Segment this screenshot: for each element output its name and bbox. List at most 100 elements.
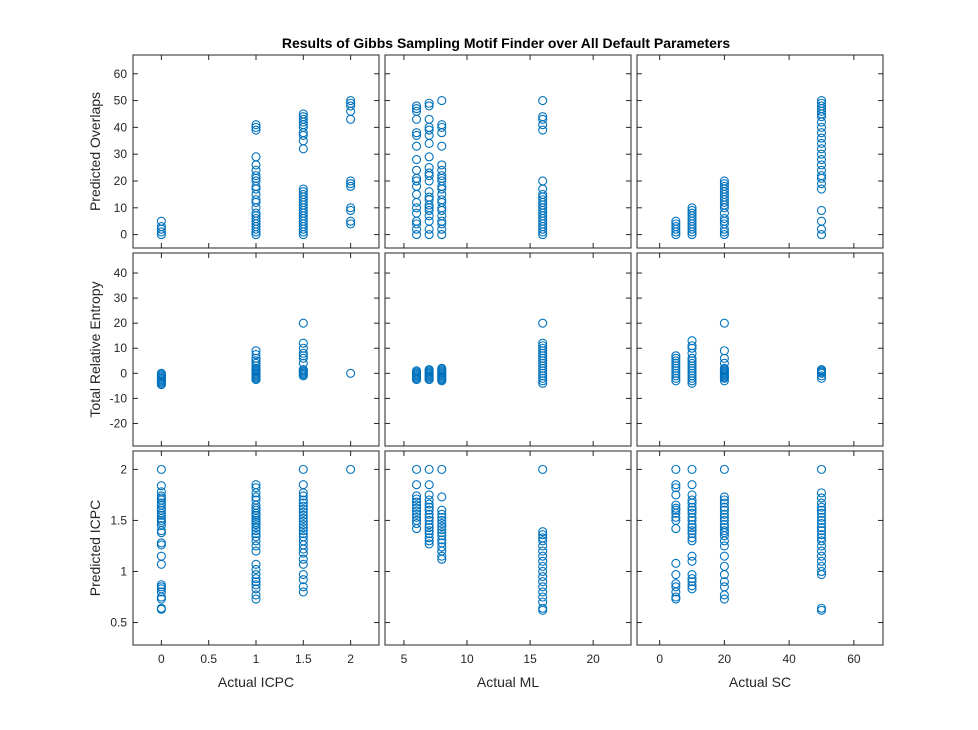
- scatter-point: [719, 502, 729, 512]
- scatter-point: [411, 506, 422, 516]
- scatter-point: [719, 551, 729, 561]
- scatter-point: [424, 187, 434, 197]
- y-tick-label: 1.5: [110, 513, 127, 527]
- scatter-point: [156, 498, 166, 508]
- scatter-point: [437, 518, 447, 529]
- scatter-point: [298, 318, 308, 328]
- x-tick-label: 15: [523, 652, 537, 666]
- scatter-point: [687, 502, 697, 512]
- scatter-point: [687, 533, 697, 543]
- scatter-point: [251, 171, 261, 181]
- scatter-point: [424, 125, 434, 135]
- scatter-point: [687, 515, 697, 525]
- scatter-point: [687, 519, 697, 530]
- scatter-point: [687, 505, 697, 515]
- scatter-point: [687, 353, 697, 363]
- scatter-point: [411, 494, 422, 504]
- scatter-point: [816, 184, 827, 194]
- scatter-point: [298, 480, 308, 490]
- subplot-r2c0: 0 0.5 1 1.5 2 0.5 1 1.5 2 Actual ICPC Predicted IC…: [87, 450, 380, 690]
- scatter-point: [687, 495, 697, 505]
- scatter-point: [719, 515, 729, 525]
- scatter-point: [437, 528, 447, 538]
- scatter-point: [251, 590, 261, 600]
- scatter-point: [156, 216, 166, 226]
- axes-frame: [384, 54, 632, 249]
- scatter-point: [816, 523, 827, 533]
- scatter-point: [816, 101, 827, 111]
- scatter-point: [424, 464, 434, 474]
- scatter-point: [719, 512, 729, 522]
- y-tick-label: 10: [114, 341, 128, 355]
- scatter-point: [346, 176, 356, 186]
- scatter-point: [411, 106, 422, 116]
- scatter-point: [687, 341, 697, 351]
- scatter-point: [437, 216, 447, 226]
- scatter-point: [437, 171, 447, 181]
- subplot-r0c0: 0 10 20 30 40 50 60 Predicted Overlaps: [87, 54, 380, 249]
- scatter-point: [251, 564, 261, 574]
- scatter-point: [816, 566, 827, 577]
- scatter-point: [251, 523, 261, 533]
- subplot-r2c2: 0 20 40 60 Actual SC: [636, 450, 884, 690]
- scatter-point: [816, 133, 827, 143]
- scatter-point: [424, 512, 434, 522]
- scatter-point: [719, 176, 729, 186]
- scatter-point: [346, 101, 356, 111]
- x-tick-label: 0: [656, 652, 663, 666]
- scatter-point: [816, 171, 827, 181]
- scatter-point: [437, 176, 447, 186]
- scatter-point: [251, 152, 261, 162]
- x-tick-label: 1.5: [295, 652, 312, 666]
- scatter-point: [298, 587, 308, 597]
- scatter-point: [671, 216, 681, 226]
- scatter-point: [538, 582, 548, 592]
- scatter-point: [816, 498, 827, 508]
- scatter-point: [424, 490, 434, 500]
- y-tick-label: 0: [120, 228, 127, 242]
- scatter-point: [538, 125, 548, 135]
- scatter-point: [251, 546, 261, 556]
- x-tick-label: 40: [782, 652, 796, 666]
- scatter-point: [411, 518, 422, 529]
- scatter-point: [538, 530, 548, 540]
- scatter-point: [687, 205, 697, 216]
- y-tick-label: 0: [120, 366, 127, 380]
- scatter-point: [251, 120, 261, 130]
- scatter-point: [816, 551, 827, 561]
- scatter-point: [719, 509, 729, 519]
- scatter-point: [816, 149, 827, 159]
- scatter-point: [671, 500, 681, 510]
- scatter-point: [437, 160, 447, 170]
- figure-title: Results of Gibbs Sampling Motif Finder o…: [282, 35, 731, 51]
- scatter-point: [671, 219, 681, 229]
- scatter-point: [437, 363, 447, 373]
- scatter-point: [816, 128, 827, 138]
- subplot-r0c1: [384, 54, 632, 249]
- axes-frame: [636, 450, 884, 646]
- y-tick-label: 40: [114, 120, 128, 134]
- scatter-point: [687, 536, 697, 546]
- scatter-point: [411, 208, 422, 218]
- scatter-point: [538, 556, 548, 566]
- scatter-point: [411, 503, 422, 513]
- scatter-point: [298, 495, 308, 505]
- scatter-point: [437, 512, 447, 522]
- scatter-point: [538, 343, 548, 353]
- scatter-point: [251, 349, 261, 360]
- scatter-point: [816, 603, 827, 613]
- scatter-point: [251, 356, 261, 366]
- scatter-point: [437, 542, 447, 552]
- scatter-point: [411, 491, 422, 501]
- x-axis-label: Actual ICPC: [218, 674, 294, 690]
- scatter-point: [251, 529, 261, 539]
- scatter-point: [424, 526, 434, 536]
- y-axis-label: Predicted ICPC: [87, 500, 103, 596]
- scatter-point: [719, 519, 729, 530]
- scatter-point: [816, 515, 827, 525]
- x-tick-label: 10: [460, 652, 474, 666]
- scatter-point: [346, 98, 356, 108]
- scatter-point: [671, 464, 681, 474]
- scatter-point: [719, 561, 729, 571]
- scatter-point: [424, 98, 434, 108]
